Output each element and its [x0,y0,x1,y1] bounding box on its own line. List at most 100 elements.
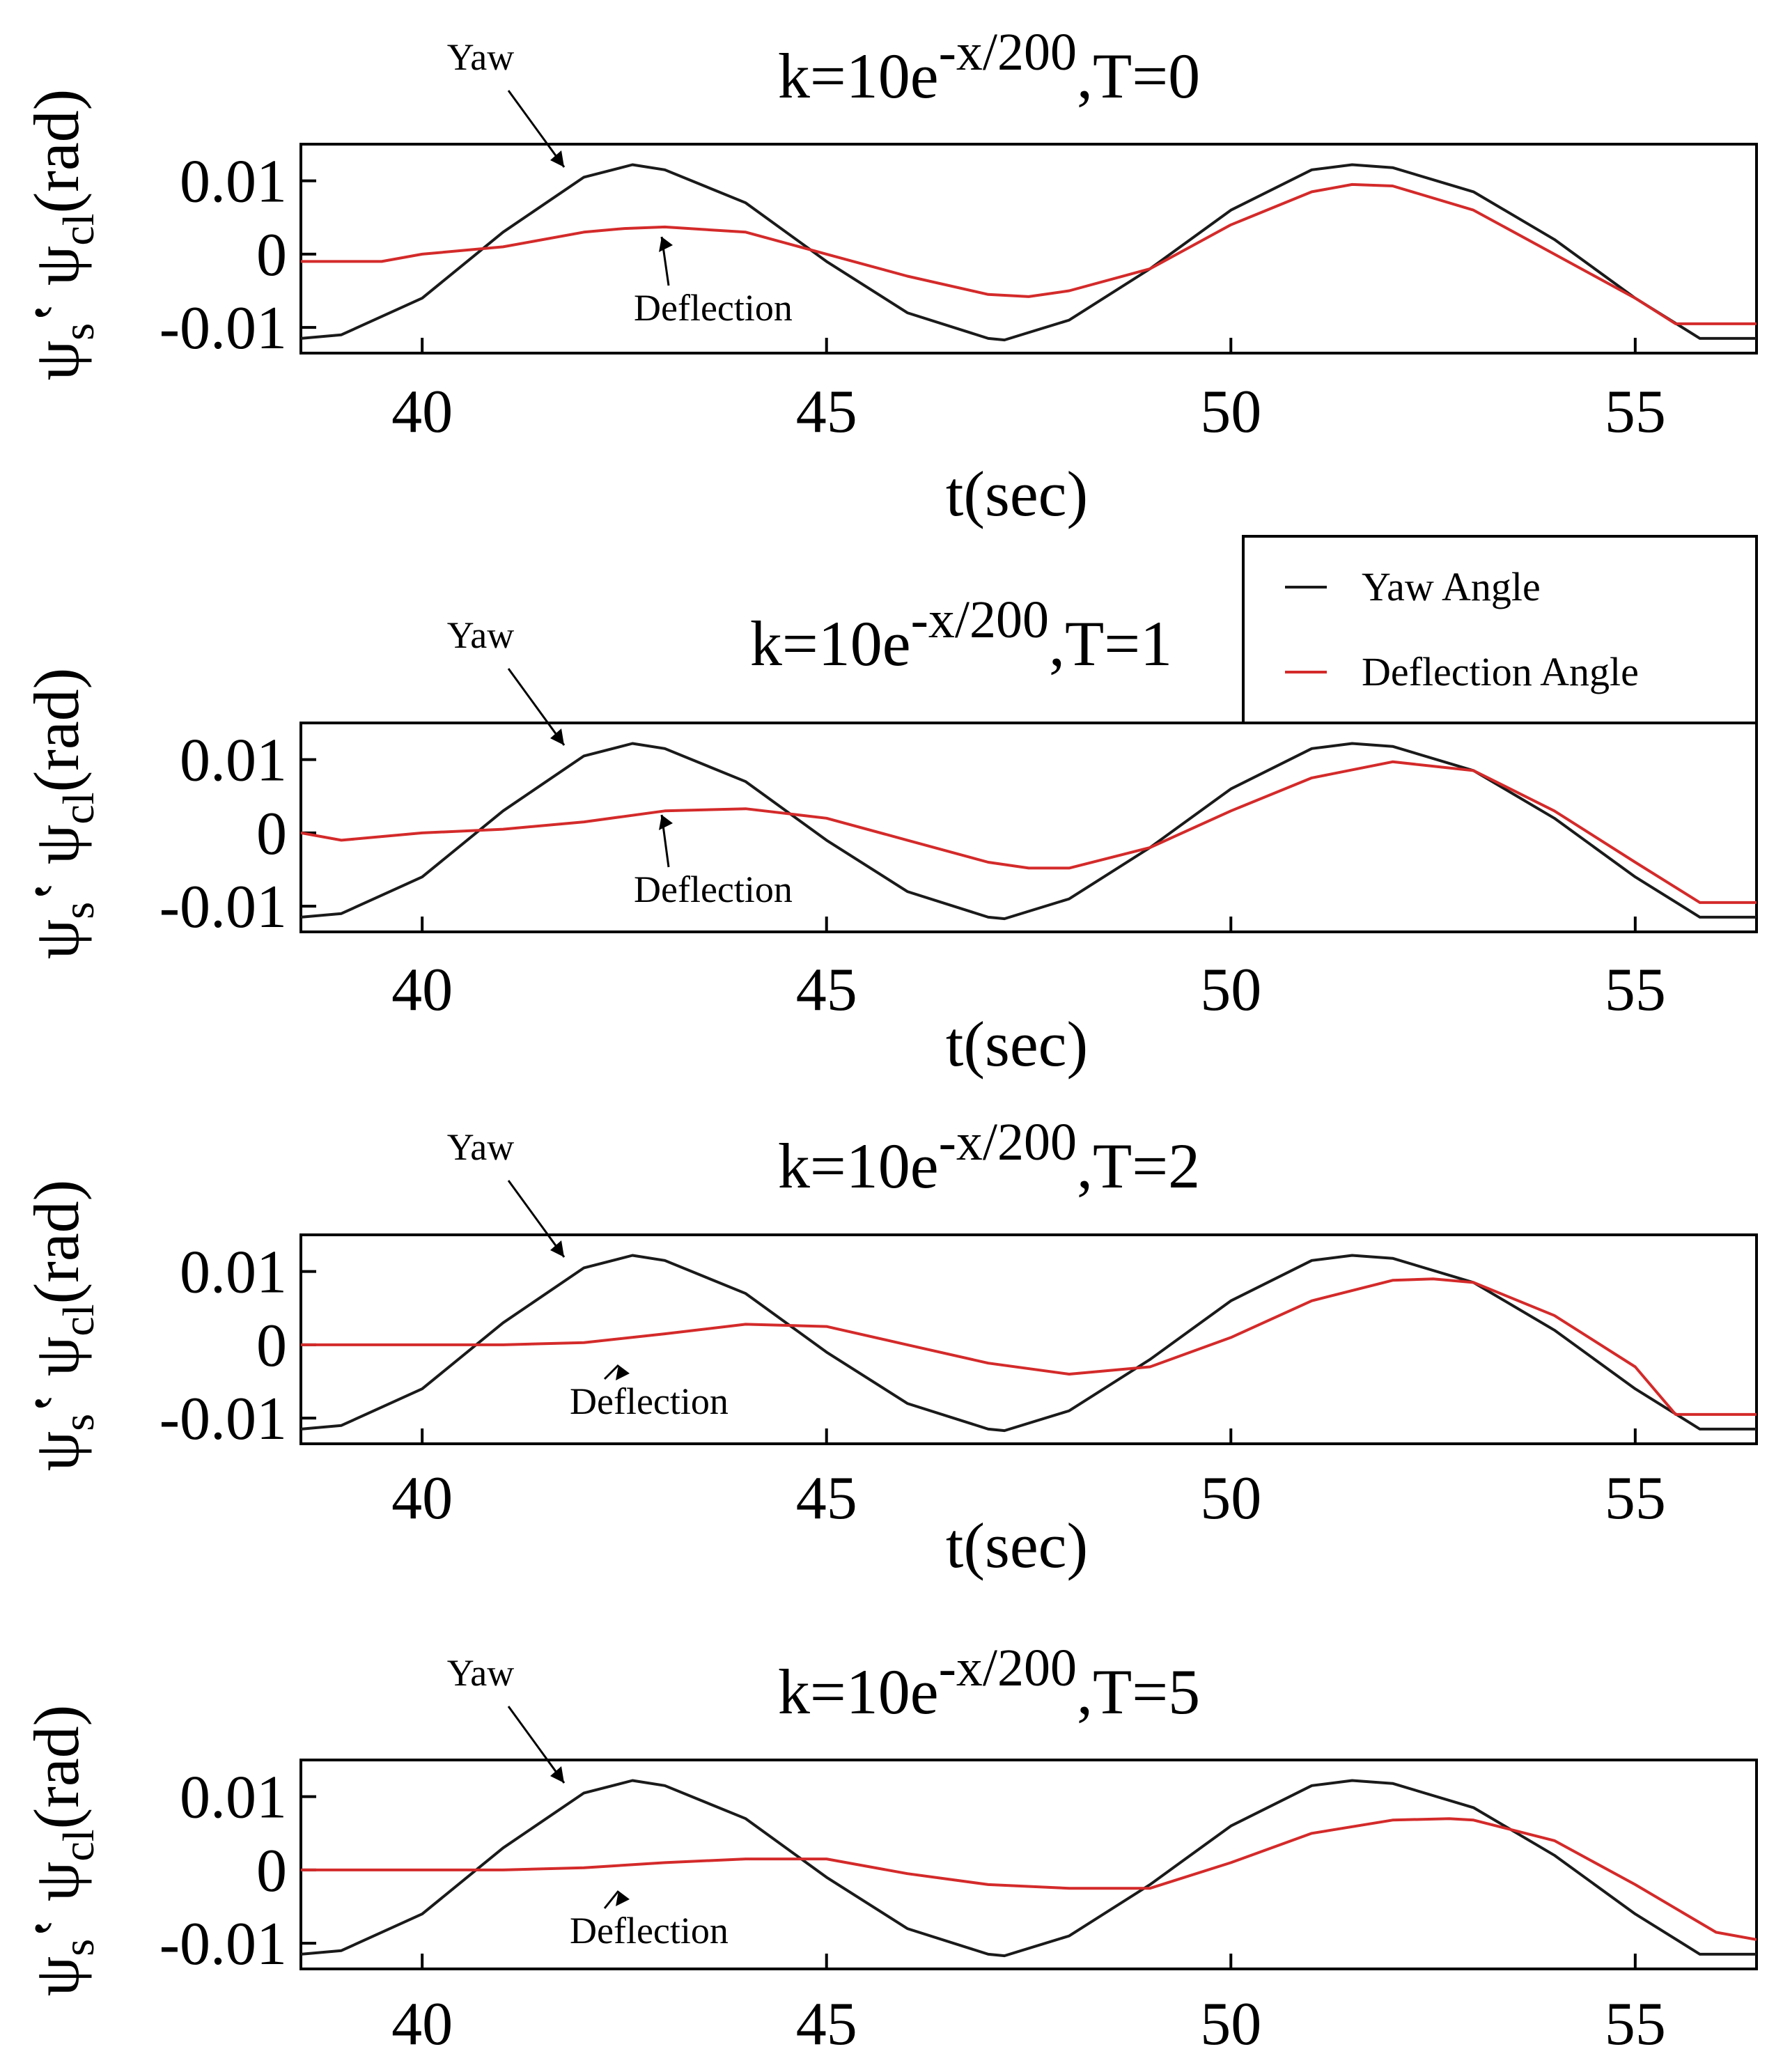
yaw-annotation: Yaw [447,36,515,78]
x-tick-label: 40 [391,1991,453,2058]
yaw-annotation: Yaw [447,614,515,656]
deflection-arrow-head [659,237,673,252]
y-tick-label: 0.01 [180,1239,287,1307]
chart-title: k=10e-x/200,T=5 [778,1639,1200,1727]
y-tick-label: 0 [256,1837,287,1905]
y-label-unit: (rad) [21,1180,92,1304]
chart-title-base: k=10e [778,40,939,111]
y-label-unit: (rad) [21,89,92,214]
yaw-arrow-head [550,1766,564,1783]
x-tick-label: 50 [1200,378,1261,446]
y-label-psi-2: ψ [21,1337,92,1377]
y-label-sub-s: s [54,1414,103,1431]
x-axis-label: t(sec) [946,458,1088,529]
y-label-unit: (rad) [21,668,92,793]
yaw-arrow [507,668,566,746]
x-tick-label: 50 [1200,1991,1261,2058]
chart-title-suffix: ,T=0 [1077,40,1200,111]
y-label-psi-2: ψ [21,825,92,865]
y-label-sub-cl: cl [54,213,103,245]
chart-title-suffix: ,T=1 [1049,608,1172,679]
y-tick-label: 0.01 [180,148,287,216]
deflection-angle-line [301,1277,1757,1416]
yaw-annotation: Yaw [447,1652,515,1694]
x-tick-label: 45 [796,1465,857,1532]
deflection-arrow-head [616,1365,630,1380]
y-label-sub-cl: cl [54,1304,103,1336]
y-tick-label: -0.01 [159,1385,287,1453]
yaw-angle-line [301,742,1757,921]
legend-frame [1242,535,1758,724]
yaw-angle-line [301,1779,1757,1958]
y-label-sep: ʽ [21,1376,92,1414]
chart-title-exponent: -x/200 [939,1113,1077,1171]
deflection-annotation: Deflection [570,1380,729,1422]
y-label-psi: ψ [21,1956,92,1997]
x-tick-label: 55 [1605,1991,1666,2058]
x-tick-label: 50 [1200,956,1261,1024]
x-tick-label: 55 [1605,378,1666,446]
deflection-arrow [603,1364,620,1380]
x-axis-label: t(sec) [946,1510,1088,1581]
yaw-angle-line [301,1254,1757,1433]
deflection-annotation: Deflection [634,287,793,329]
chart-panel: k=10e-x/200,T=0 40 45 50 55 0.010-0.01 t(sec) ψ… [21,23,1758,529]
x-axis-label: t(sec) [946,1008,1088,1080]
yaw-annotation: Yaw [447,1126,515,1168]
x-tick-label: 40 [391,378,453,446]
legend: Yaw Angle Deflection Angle [1242,535,1758,724]
y-tick-label: 0 [256,1312,287,1380]
deflection-angle-line [301,760,1757,904]
y-label-psi: ψ [21,1431,92,1472]
y-label-psi: ψ [21,919,92,960]
x-tick-label: 55 [1605,956,1666,1024]
y-label-psi-2: ψ [21,246,92,286]
yaw-arrow [507,90,566,168]
y-tick-label: -0.01 [159,295,287,362]
plot-frame [299,1233,1758,1445]
x-tick-label: 45 [796,956,857,1024]
x-tick-label: 45 [796,378,857,446]
chart-title-base: k=10e [778,1130,939,1201]
chart-title-exponent: -x/200 [939,1639,1077,1697]
chart-panel: k=10e-x/200,T=2 40 45 50 55 0.010-0.01 t(sec) ψ… [21,1113,1758,1581]
y-axis-label: ψsʽ ψcl(rad) [21,668,103,960]
x-tick-label: 50 [1200,1465,1261,1532]
chart-title-base: k=10e [750,608,911,679]
x-tick-label: 40 [391,956,453,1024]
x-tick-label: 45 [796,1991,857,2058]
yaw-arrow-head [550,1240,564,1257]
yaw-arrow-head [550,729,564,745]
y-axis-label: ψsʽ ψcl(rad) [21,1180,103,1472]
yaw-arrow [507,1180,566,1258]
x-tick-label: 55 [1605,1465,1666,1532]
chart-title: k=10e-x/200,T=2 [778,1113,1200,1201]
chart-panel: k=10e-x/200,T=1 40 45 50 55 0.010-0.01 t(sec) ψ… [21,591,1758,1080]
y-axis-label: ψsʽ ψcl(rad) [21,89,103,381]
chart-title-suffix: ,T=2 [1077,1130,1200,1201]
plot-frame [299,722,1758,933]
chart-title-suffix: ,T=5 [1077,1656,1200,1727]
y-label-sep: ʽ [21,864,92,902]
y-label-sub-cl: cl [54,792,103,824]
y-label-sep: ʽ [21,286,92,323]
y-tick-label: 0 [256,800,287,868]
yaw-arrow [507,1706,566,1784]
y-label-psi-2: ψ [21,1862,92,1902]
y-label-psi: ψ [21,341,92,381]
deflection-annotation: Deflection [634,868,793,910]
y-label-sub-s: s [54,323,103,341]
y-label-unit: (rad) [21,1705,92,1830]
y-tick-label: 0 [256,221,287,289]
deflection-arrow-head [659,815,673,830]
legend-yaw-label: Yaw Angle [1362,564,1541,609]
x-tick-label: 40 [391,1465,453,1532]
y-axis-label: ψsʽ ψcl(rad) [21,1705,103,1997]
y-tick-label: -0.01 [159,1910,287,1978]
deflection-angle-line [301,182,1757,325]
chart-title-exponent: -x/200 [911,591,1049,649]
y-tick-label: -0.01 [159,873,287,941]
plot-frame [299,1759,1758,1970]
